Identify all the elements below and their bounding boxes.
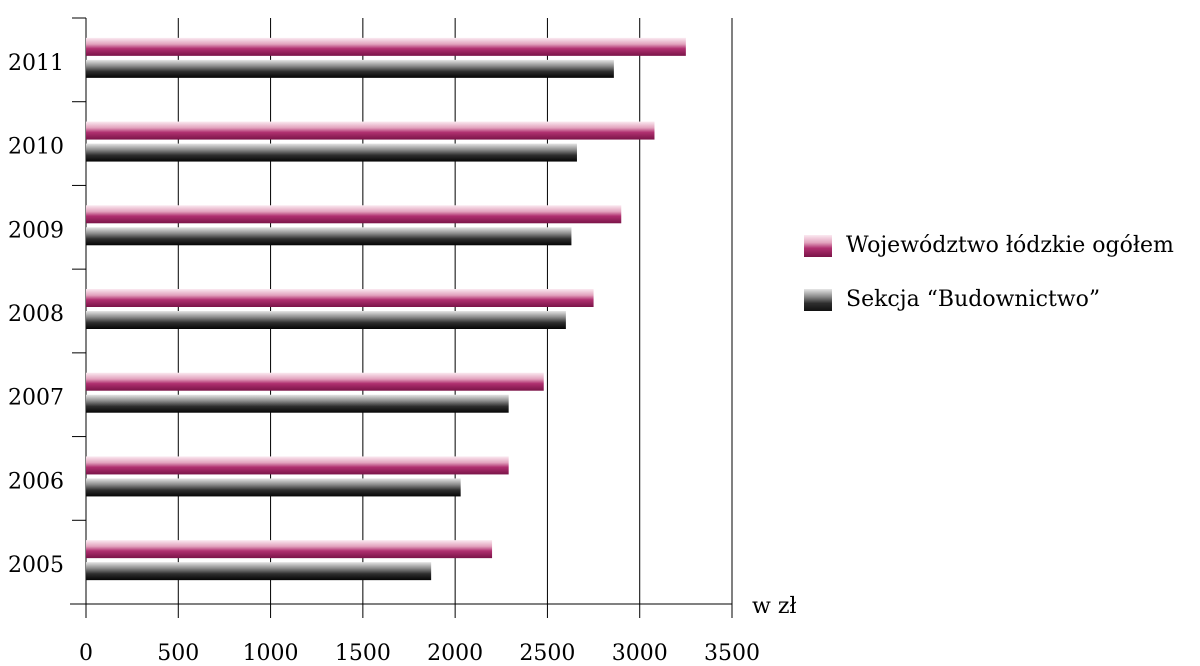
bar-series-2 [86,394,509,413]
y-tick-label: 2006 [8,469,64,494]
y-axis-tick-labels: 2011 2010 2009 2008 2007 2006 2005 [8,51,64,578]
bar-series-2 [86,143,577,162]
x-tick-label: 1500 [335,641,391,662]
x-tick-label: 0 [79,641,93,662]
y-tick-label: 2010 [8,135,64,160]
x-axis-tick-labels: 0 500 1000 1500 2000 2500 3000 3500 [79,641,760,666]
x-tick-label: 2000 [427,641,483,662]
bars [86,37,686,581]
y-tick-label: 2011 [8,51,64,76]
bar-series-2 [86,311,566,329]
bar-series-2 [86,227,572,246]
bar-series-1 [86,456,509,475]
bar-series-1 [86,372,544,391]
legend-swatch-series-1 [804,235,832,257]
legend: Województwo łódzkie ogółem Sekcja “Budow… [804,228,1194,336]
bar-series-2 [86,562,432,581]
y-tick-label: 2008 [8,302,64,327]
x-axis-unit-label: w zł [752,594,797,619]
bar-series-1 [86,121,655,140]
legend-swatch-series-2 [804,289,832,311]
bar-series-1 [86,37,686,56]
x-tick-label: 1000 [243,641,299,662]
y-tick-label: 2009 [8,218,64,243]
legend-label-series-1: Województwo łódzkie ogółem [846,233,1174,258]
bar-series-2 [86,59,614,78]
bar-series-2 [86,478,461,497]
y-tick-label: 2007 [8,386,64,411]
bar-series-1 [86,205,622,224]
y-tick-label: 2005 [8,553,64,578]
bar-series-1 [86,289,594,307]
x-tick-label: 500 [157,641,199,662]
x-tick-label: 3500 [704,641,760,662]
x-tick-label: 3000 [612,641,668,662]
bar-series-1 [86,540,493,559]
legend-label-series-2: Sekcja “Budownictwo” [846,287,1101,312]
x-tick-label: 2500 [519,641,575,662]
legend-item-series-1: Województwo łódzkie ogółem [804,228,1194,264]
legend-item-series-2: Sekcja “Budownictwo” [804,282,1194,318]
